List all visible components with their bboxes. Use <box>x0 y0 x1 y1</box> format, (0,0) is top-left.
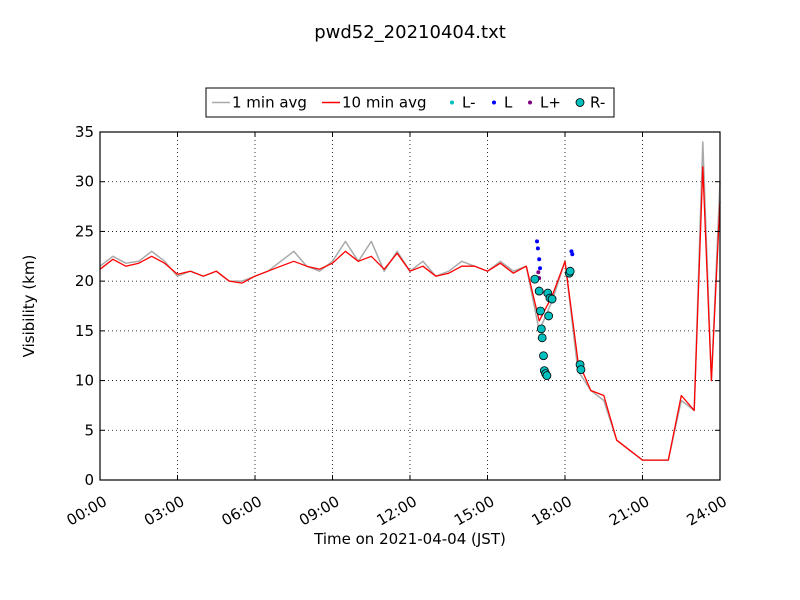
data-point-r-minus <box>576 365 586 375</box>
data-point-l <box>570 252 575 257</box>
data-point-r-minus <box>539 351 548 361</box>
legend-entry-label: L- <box>462 94 476 112</box>
marker-layer <box>530 239 586 381</box>
data-point-l <box>535 239 540 244</box>
legend-dot-marker <box>528 100 532 105</box>
y-tick-label: 15 <box>75 322 94 340</box>
data-point-r-minus <box>565 266 575 276</box>
y-tick-label: 5 <box>84 421 94 439</box>
data-point-r-minus <box>537 333 547 343</box>
data-point-l-plus <box>536 270 541 275</box>
data-point-l <box>538 266 543 271</box>
series-layer <box>99 141 721 461</box>
y-tick-label: 35 <box>75 123 94 141</box>
y-axis: 0 5 10 15 20 25 30 35 <box>75 123 720 489</box>
legend-entry-label: L+ <box>540 94 561 112</box>
data-point-r-minus <box>536 324 546 334</box>
data-point-l <box>537 257 542 262</box>
x-axis-label: Time on 2021-04-04 (JST) <box>313 530 506 548</box>
data-point-r-minus <box>536 306 545 316</box>
data-point-r-minus <box>542 371 552 381</box>
y-tick-label: 0 <box>84 471 94 489</box>
legend-dot-marker <box>492 100 496 105</box>
y-tick-label: 20 <box>75 272 94 290</box>
legend: 1 min avg 10 min avg L- L L+ R- <box>205 87 615 118</box>
legend-dot-marker <box>575 98 585 107</box>
data-point-l <box>535 246 540 251</box>
legend-entry-label: 10 min avg <box>342 94 427 112</box>
plot-area <box>100 132 720 480</box>
series-line-10min-avg <box>99 166 721 461</box>
y-tick-label: 10 <box>75 372 94 390</box>
legend-entry-label: 1 min avg <box>232 94 307 112</box>
chart-title: pwd52_20210404.txt <box>314 22 506 43</box>
y-axis-label: Visibility (km) <box>20 255 38 358</box>
data-point-r-minus <box>547 294 557 304</box>
y-tick-label: 25 <box>75 222 94 240</box>
data-point-r-minus <box>530 274 540 284</box>
legend-box <box>205 87 615 118</box>
legend-entry-label: R- <box>590 94 605 112</box>
data-point-r-minus <box>544 311 554 321</box>
grid-layer <box>100 132 720 480</box>
legend-dot-marker <box>450 100 454 105</box>
legend-entry-label: L <box>504 94 513 112</box>
data-point-r-minus <box>534 286 544 296</box>
y-tick-label: 30 <box>75 173 94 191</box>
